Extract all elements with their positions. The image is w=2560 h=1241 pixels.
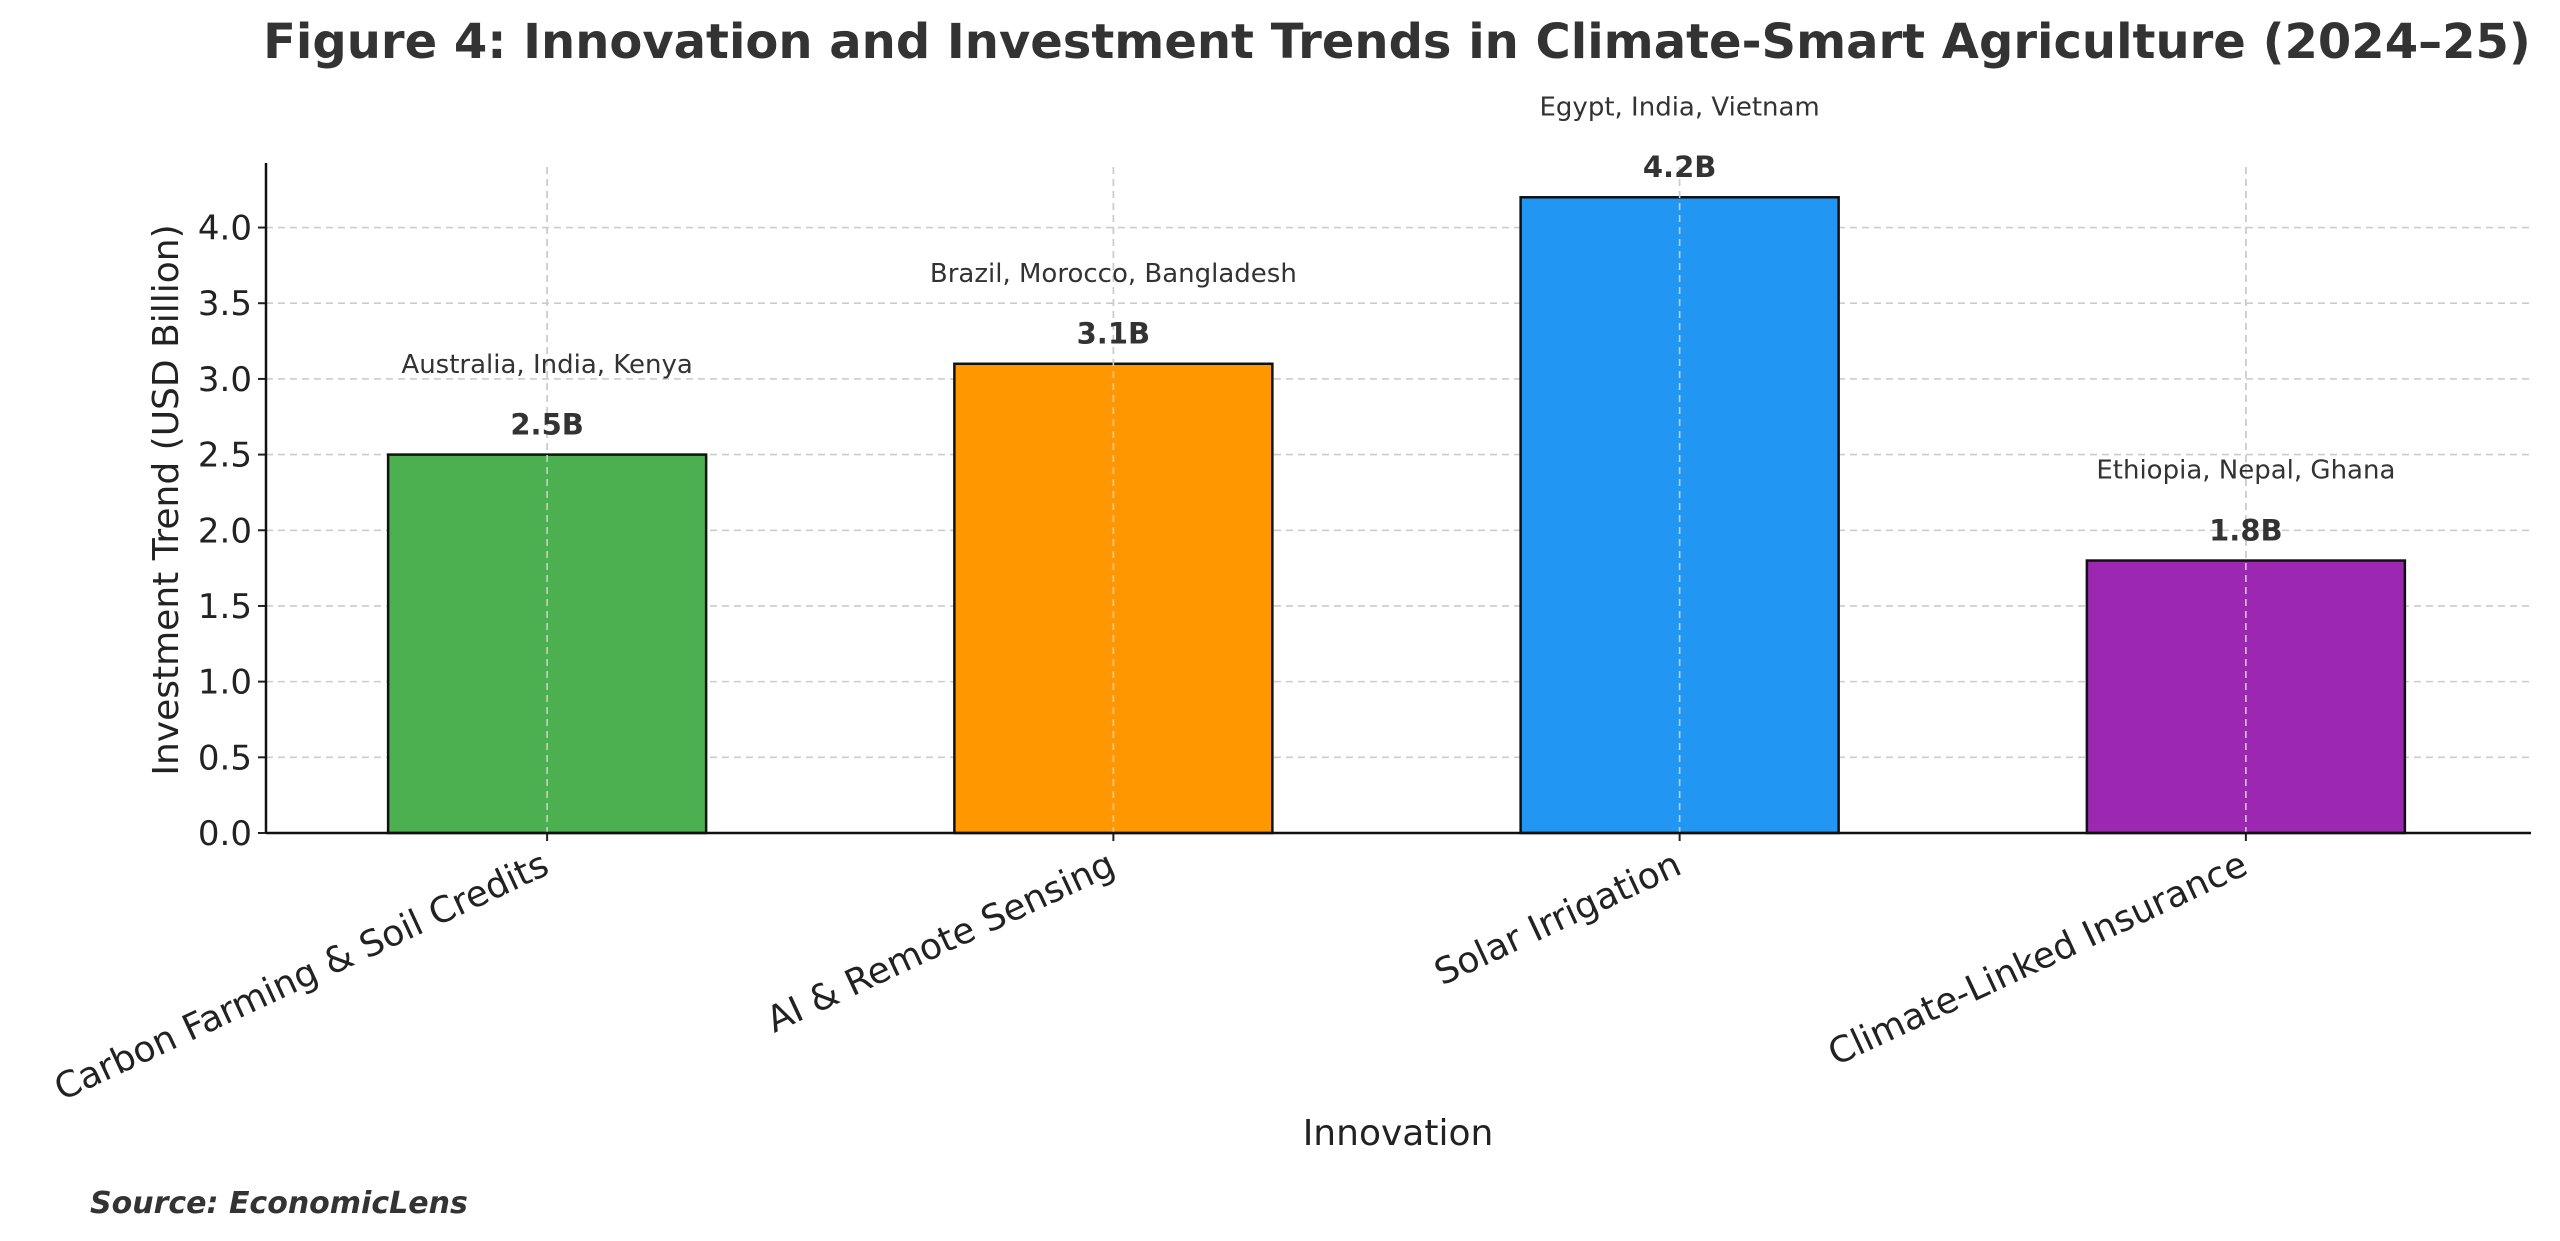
country-label: Australia, India, Kenya: [401, 350, 692, 380]
value-label: 3.1B: [1077, 317, 1150, 351]
y-tick-label: 4.0: [198, 209, 252, 249]
value-label: 4.2B: [1643, 150, 1716, 184]
value-label: 1.8B: [2209, 513, 2282, 547]
y-tick-label: 0.0: [198, 814, 252, 854]
y-tick-label: 1.5: [198, 587, 252, 627]
y-axis-label: Investment Trend (USD Billion): [146, 224, 187, 775]
y-tick-label: 2.5: [198, 436, 252, 476]
country-label: Ethiopia, Nepal, Ghana: [2096, 456, 2395, 486]
x-tick-label: Climate-Linked Insurance: [1822, 844, 2254, 1074]
y-tick-label: 3.0: [198, 360, 252, 400]
y-tick-label: 3.5: [198, 284, 252, 324]
country-label: Brazil, Morocco, Bangladesh: [930, 259, 1297, 289]
value-label: 2.5B: [510, 407, 583, 441]
y-tick-label: 2.0: [198, 511, 252, 551]
bar: [386, 453, 708, 835]
x-tick-label: Solar Irrigation: [1428, 844, 1687, 994]
source-note: Source: EconomicLens: [90, 1186, 468, 1221]
x-tick-label: Carbon Farming & Soil Credits: [48, 844, 555, 1109]
bar: [953, 362, 1274, 835]
country-label: Egypt, India, Vietnam: [1540, 92, 1820, 122]
x-tick-label: AI & Remote Sensing: [761, 844, 1122, 1041]
x-axis-label: Innovation: [1303, 1113, 1494, 1154]
chart-title: Figure 4: Innovation and Investment Tren…: [263, 14, 2531, 70]
y-tick-label: 1.0: [198, 663, 252, 703]
y-tick-label: 0.5: [198, 738, 252, 778]
